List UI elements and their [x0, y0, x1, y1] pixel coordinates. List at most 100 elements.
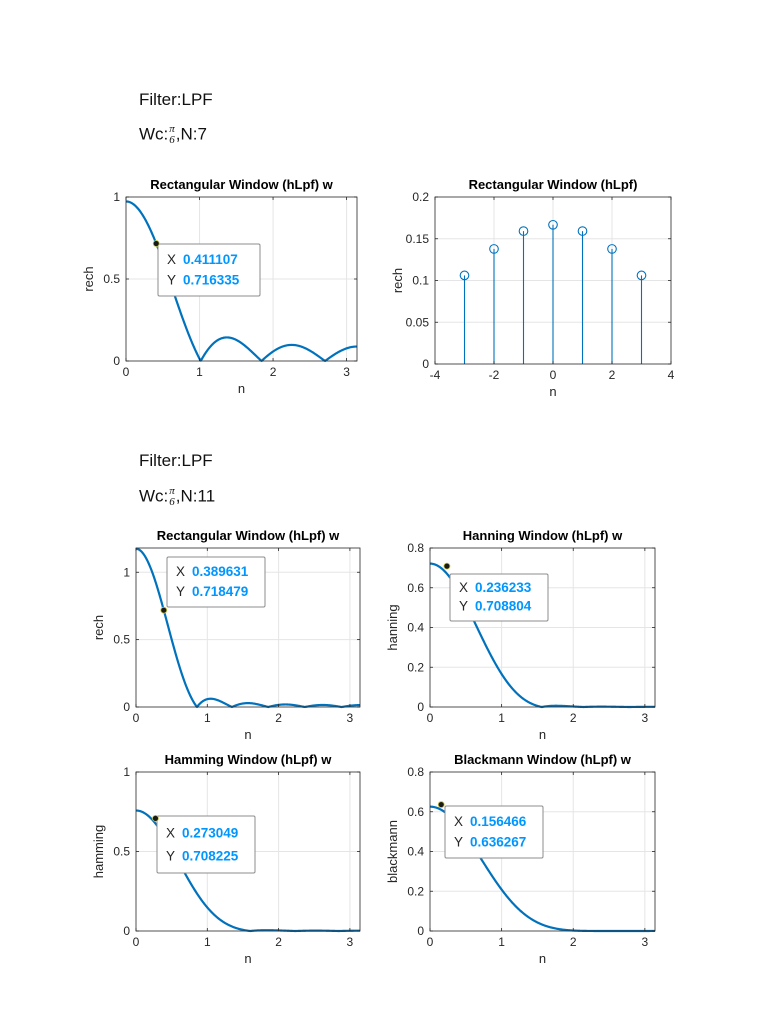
y-axis-label: rech	[91, 615, 106, 640]
datatip-x-value: 0.411107	[183, 252, 238, 267]
y-tick-label: 0.8	[407, 541, 424, 555]
datatip-box	[157, 816, 255, 873]
x-tick-label: 0	[133, 711, 140, 725]
datatip-marker	[152, 815, 158, 821]
y-tick-label: 1	[113, 190, 120, 204]
y-tick-label: 0.8	[407, 765, 424, 779]
x-tick-label: 1	[204, 711, 211, 725]
datatip-x-label: X	[459, 580, 468, 595]
y-tick-label: 0	[123, 700, 130, 714]
datatip-y-value: 0.708225	[182, 848, 239, 863]
hamm11-chart: 0 1 2 3 0 0.5 1 Hamming Window (hLpf) w n hamming…	[91, 752, 360, 966]
x-axis-label: n	[539, 727, 546, 742]
y-tick-label: 0	[422, 357, 429, 371]
y-tick-label: 1	[123, 765, 130, 779]
x-tick-label: 3	[642, 711, 649, 725]
x-tick-label: -2	[489, 368, 500, 382]
x-tick-label: 2	[270, 365, 277, 379]
datatip-marker	[444, 563, 450, 569]
y-tick-label: 0.5	[113, 845, 130, 859]
x-axis-label: n	[244, 951, 251, 966]
x-tick-label: 3	[347, 711, 354, 725]
chart-title: Rectangular Window (hLpf) w	[157, 528, 340, 543]
datatip-marker	[153, 241, 159, 247]
y-tick-label: 0	[417, 700, 424, 714]
datatip-y-value: 0.718479	[192, 584, 248, 599]
datatip-x-value: 0.273049	[182, 826, 238, 841]
y-tick-label: 0.4	[407, 845, 424, 859]
datatip-y-value: 0.716335	[183, 273, 240, 288]
x-tick-label: 2	[275, 711, 282, 725]
datatip-x-value: 0.236233	[475, 580, 532, 595]
y-tick-label: 0.15	[406, 232, 430, 246]
datatip-y-value: 0.708804	[475, 599, 532, 614]
datatip-y-label: Y	[166, 848, 175, 863]
y-tick-label: 0.5	[103, 272, 120, 286]
x-tick-label: 3	[343, 365, 350, 379]
x-axis-label: n	[539, 951, 546, 966]
y-tick-label: 0	[417, 924, 424, 938]
x-tick-label: 0	[427, 935, 434, 949]
y-tick-label: 0.6	[407, 581, 424, 595]
rect7-chart: 0 1 2 3 0 0.5 1 Rectangular Window (hLpf) w n rec…	[81, 177, 357, 396]
datatip-marker	[161, 607, 167, 613]
datatip-y-label: Y	[459, 599, 468, 614]
x-tick-label: 0	[427, 711, 434, 725]
y-tick-label: 0.1	[412, 274, 429, 288]
x-tick-label: 1	[498, 935, 505, 949]
y-tick-label: 0.2	[407, 660, 424, 674]
rect11-chart: 0 1 2 3 0 0.5 1 Rectangular Window (hLpf) w n rec…	[91, 528, 360, 742]
x-tick-label: 1	[204, 935, 211, 949]
y-axis-label: hamming	[91, 825, 106, 878]
datatip-x-label: X	[167, 252, 176, 267]
chart-title: Rectangular Window (hLpf) w	[150, 177, 333, 192]
x-tick-label: 1	[196, 365, 203, 379]
datatip-x-label: X	[166, 826, 175, 841]
x-tick-label: 1	[498, 711, 505, 725]
chart-title: Hamming Window (hLpf) w	[165, 752, 333, 767]
y-tick-label: 0	[123, 924, 130, 938]
x-tick-label: 0	[133, 935, 140, 949]
black11-chart: 0 1 2 3 0 0.2 0.4 0.6 0.8 Blackmann Window (hLpf)…	[385, 752, 655, 966]
x-tick-label: 3	[642, 935, 649, 949]
datatip-y-label: Y	[176, 584, 185, 599]
datatip-x-label: X	[454, 814, 463, 829]
datatip-x-value: 0.389631	[192, 564, 249, 579]
x-tick-label: 4	[668, 368, 675, 382]
y-tick-label: 1	[123, 565, 130, 579]
hann11-chart: 0 1 2 3 0 0.2 0.4 0.6 0.8 Hanning Window (hLpf) w…	[385, 528, 655, 742]
y-tick-label: 0.6	[407, 805, 424, 819]
x-tick-label: 0	[550, 368, 557, 382]
y-tick-label: 0.05	[406, 315, 430, 329]
x-axis-label: n	[238, 381, 245, 396]
x-axis-label: n	[549, 384, 556, 399]
chart-title: Blackmann Window (hLpf) w	[454, 752, 632, 767]
y-tick-label: 0	[113, 354, 120, 368]
x-tick-label: 3	[347, 935, 354, 949]
x-tick-label: 2	[570, 711, 577, 725]
y-tick-label: 0.5	[113, 633, 130, 647]
datatip-marker	[438, 802, 444, 808]
stem7-chart: -4 -2 0 2 4 0 0.05 0.1 0.15 0.2 Rectangular Window…	[390, 177, 675, 399]
datatip-y-label: Y	[167, 273, 176, 288]
x-tick-label: -4	[430, 368, 441, 382]
x-tick-label: 2	[570, 935, 577, 949]
chart-title: Hanning Window (hLpf) w	[463, 528, 623, 543]
chart-title: Rectangular Window (hLpf)	[469, 177, 638, 192]
y-tick-label: 0.4	[407, 621, 424, 635]
datatip-x-value: 0.156466	[470, 814, 527, 829]
y-tick-label: 0.2	[407, 884, 424, 898]
x-tick-label: 2	[609, 368, 616, 382]
datatip-y-label: Y	[454, 835, 463, 850]
x-tick-label: 2	[275, 935, 282, 949]
y-axis-label: hanning	[385, 604, 400, 650]
y-axis-label: blackmann	[385, 820, 400, 883]
y-tick-label: 0.2	[412, 190, 429, 204]
datatip-x-label: X	[176, 564, 185, 579]
x-tick-label: 0	[123, 365, 130, 379]
datatip-y-value: 0.636267	[470, 835, 526, 850]
y-axis-label: rech	[390, 268, 405, 293]
x-axis-label: n	[244, 727, 251, 742]
y-axis-label: rech	[81, 266, 96, 291]
